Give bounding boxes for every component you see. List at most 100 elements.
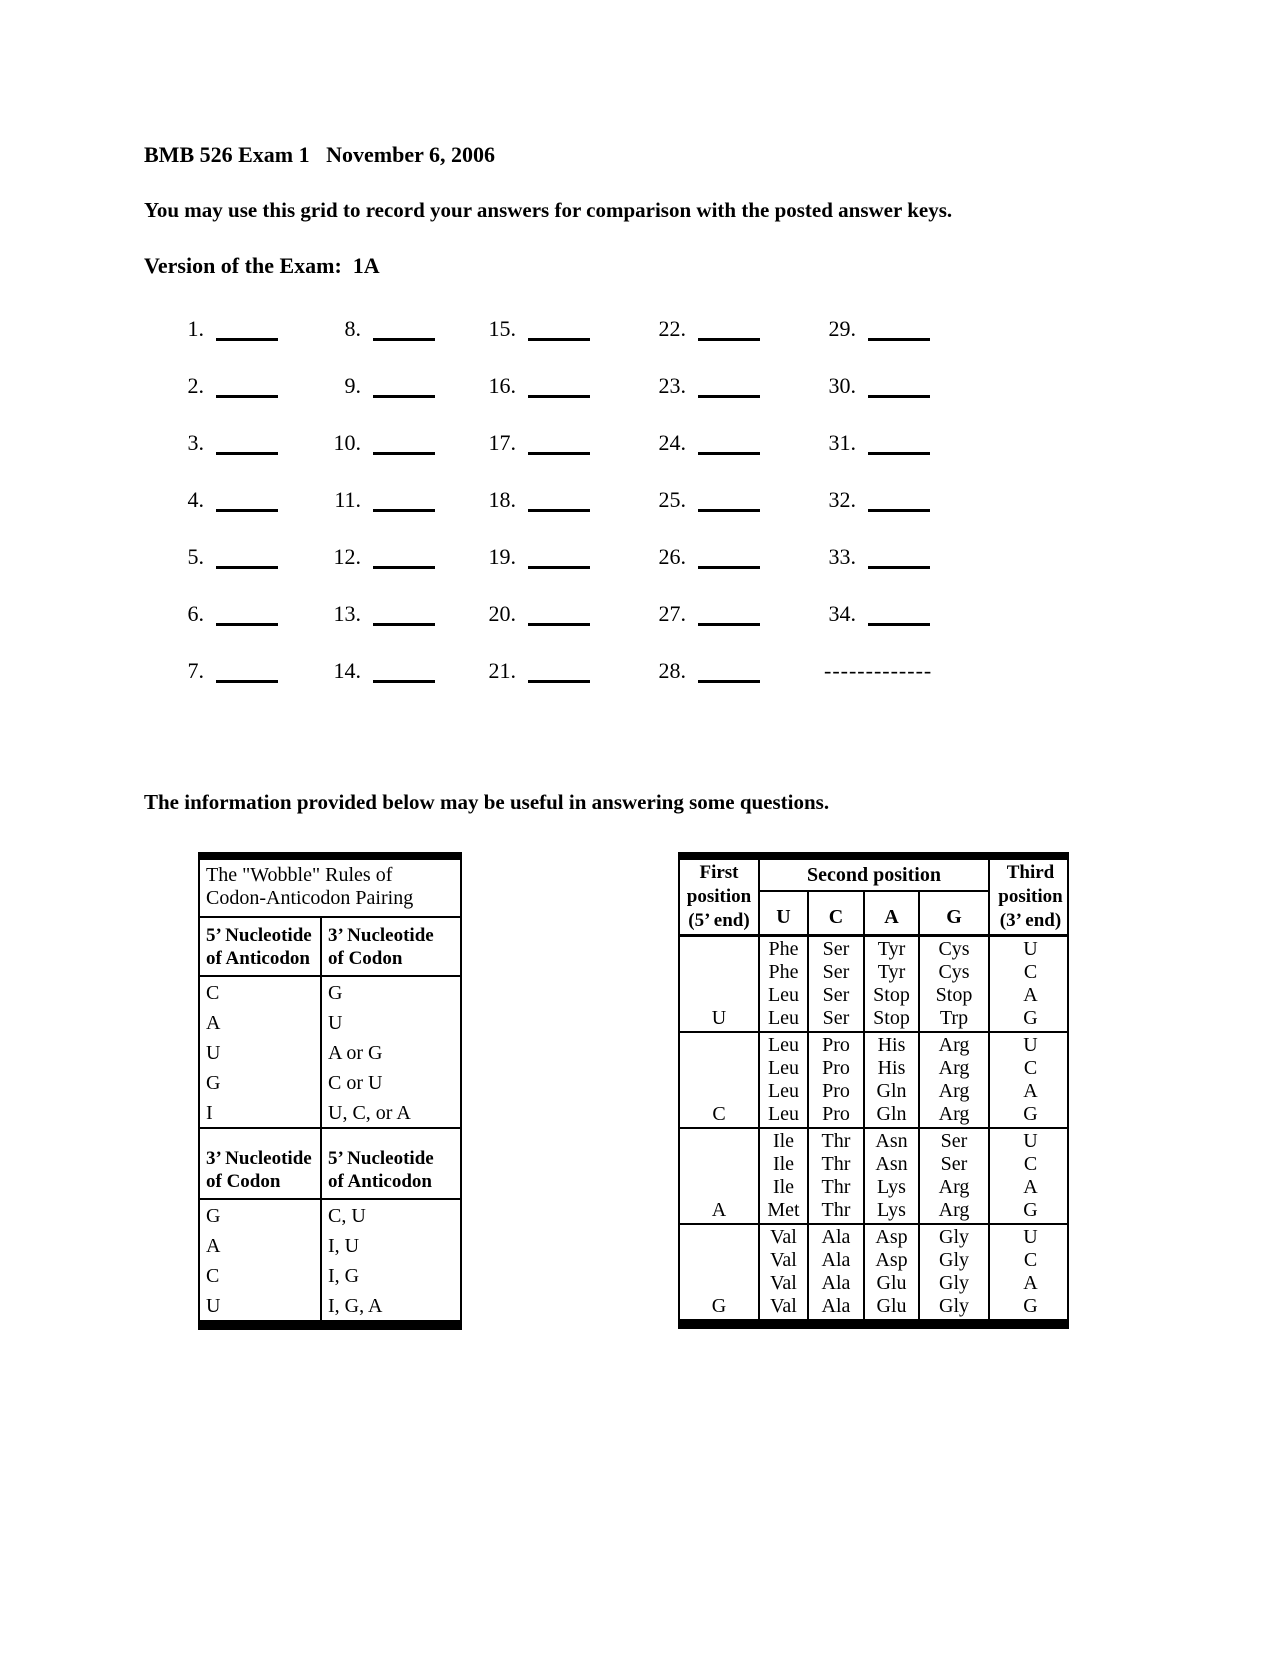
wobble-sections: 5’ Nucleotide of Anticodon 3’ Nucleotide of… (200, 918, 460, 1320)
answer-item-14: 14. (317, 658, 472, 715)
genetic-code-table: First position (5’ end) Second position … (678, 852, 1069, 1329)
answer-blank (216, 378, 278, 398)
third-position-letter: C (1023, 1057, 1038, 1079)
third-position-header: Third position (3’ end) (988, 860, 1071, 934)
amino-acid: Arg (938, 1176, 970, 1198)
amino-acid: Asn (875, 1153, 908, 1175)
amino-acid: Val (770, 1249, 797, 1271)
answer-grid: 1. 2. 3. 4. 5. 6. 7. 8. 9. 10. 11. 12. 13. 14. 15. 16. 1… (160, 316, 932, 715)
codon-column: Asn Asn Lys Lys (865, 1129, 920, 1223)
codon-column: Ser Ser Arg Arg (920, 1129, 988, 1223)
amino-acid: Gly (939, 1226, 969, 1248)
amino-acid: Glu (876, 1272, 907, 1294)
amino-acid: Phe (768, 938, 799, 960)
answer-blank (698, 492, 760, 512)
answer-blank (216, 663, 278, 683)
answer-blank (373, 606, 435, 626)
amino-acid: Pro (822, 1034, 850, 1056)
first-position-letter: A (680, 1129, 760, 1223)
codon-column: Ser Ser Ser Ser (809, 937, 865, 1031)
amino-acid: Pro (822, 1080, 850, 1102)
answer-item-17: 17. (472, 430, 642, 487)
amino-acid: Leu (767, 1080, 800, 1102)
answer-number: 16. (488, 373, 517, 398)
wobble-cell: U (328, 1012, 343, 1034)
amino-acid: Ala (821, 1226, 851, 1248)
answer-blank (528, 492, 590, 512)
answer-item-13: 13. (317, 601, 472, 658)
amino-acid: Thr (821, 1176, 851, 1198)
amino-acid: Cys (938, 961, 970, 983)
amino-acid: Ser (940, 1153, 968, 1175)
amino-acid: Tyr (877, 961, 906, 983)
wobble-cell: C or U (328, 1072, 383, 1094)
answer-blank (216, 606, 278, 626)
wobble-header-line: of Anticodon (328, 1171, 432, 1192)
answer-number: 2. (187, 373, 205, 398)
answer-blank (868, 321, 930, 341)
answer-number: 7. (187, 658, 205, 683)
wobble-header-line: 3’ Nucleotide (206, 1148, 312, 1169)
answer-blank (373, 549, 435, 569)
codon-column: Cys Cys Stop Trp (920, 937, 988, 1031)
wobble-header-line: of Anticodon (206, 948, 310, 969)
wobble-cell: A (200, 1007, 322, 1037)
answer-item-9: 9. (317, 373, 472, 430)
answer-number: 18. (488, 487, 517, 512)
answer-number: 27. (658, 601, 687, 626)
codon-column: Arg Arg Arg Arg (920, 1033, 988, 1127)
amino-acid: Thr (821, 1130, 851, 1152)
answer-item-5: 5. (160, 544, 317, 601)
amino-acid: Leu (767, 984, 800, 1006)
third-position-letter: U (1023, 1130, 1038, 1152)
wobble-cell: I, G, A (328, 1295, 383, 1317)
wobble-cell: A (200, 1230, 322, 1260)
answer-blank (528, 321, 590, 341)
third-position-letter: G (1023, 1103, 1038, 1125)
wobble-cell: G (200, 1067, 322, 1097)
third-position-letter: U (1023, 1226, 1038, 1248)
amino-acid: Lys (877, 1176, 906, 1198)
answer-number: 19. (488, 544, 517, 569)
codon-column: Thr Thr Thr Thr (809, 1129, 865, 1223)
wobble-header-cell: 3’ Nucleotide of Codon (322, 918, 460, 975)
third-position-letter: A (1023, 1080, 1038, 1102)
amino-acid: Ser (822, 1007, 850, 1029)
amino-acid: His (877, 1034, 906, 1056)
amino-acid: Gly (939, 1272, 969, 1294)
answer-blank (373, 435, 435, 455)
amino-acid: Stop (935, 984, 973, 1006)
answer-item-12: 12. (317, 544, 472, 601)
amino-acid: Val (770, 1272, 797, 1294)
amino-acid: Leu (767, 1103, 800, 1125)
third-position-letter: U (1023, 1034, 1038, 1056)
answer-blank (216, 435, 278, 455)
amino-acid: Ile (772, 1130, 795, 1152)
wobble-cell: C, U (328, 1205, 366, 1227)
amino-acid: Gly (939, 1249, 969, 1271)
answer-blank (698, 606, 760, 626)
answer-item-33: 33. (812, 544, 932, 601)
answer-number: 1. (187, 316, 205, 341)
instructions-text: You may use this grid to record your ans… (144, 198, 953, 222)
answer-item-19: 19. (472, 544, 642, 601)
answer-item-4: 4. (160, 487, 317, 544)
answer-item-23: 23. (642, 373, 812, 430)
answer-item-28: 28. (642, 658, 812, 715)
page-title: BMB 526 Exam 1 November 6, 2006 (144, 142, 495, 167)
dashed-line: ------------- (824, 658, 933, 683)
answer-item-7: 7. (160, 658, 317, 715)
codon-column: His His Gln Gln (865, 1033, 920, 1127)
wobble-cell: G (328, 982, 343, 1004)
answer-number: 10. (333, 430, 362, 455)
codon-column: Val Val Val Val (760, 1225, 809, 1319)
answer-item-24: 24. (642, 430, 812, 487)
wobble-cell: A or G (328, 1042, 383, 1064)
answer-item-25: 25. (642, 487, 812, 544)
wobble-cell: C (200, 1260, 322, 1290)
answer-number: 25. (658, 487, 687, 512)
answer-blank (698, 663, 760, 683)
answer-blank (216, 549, 278, 569)
